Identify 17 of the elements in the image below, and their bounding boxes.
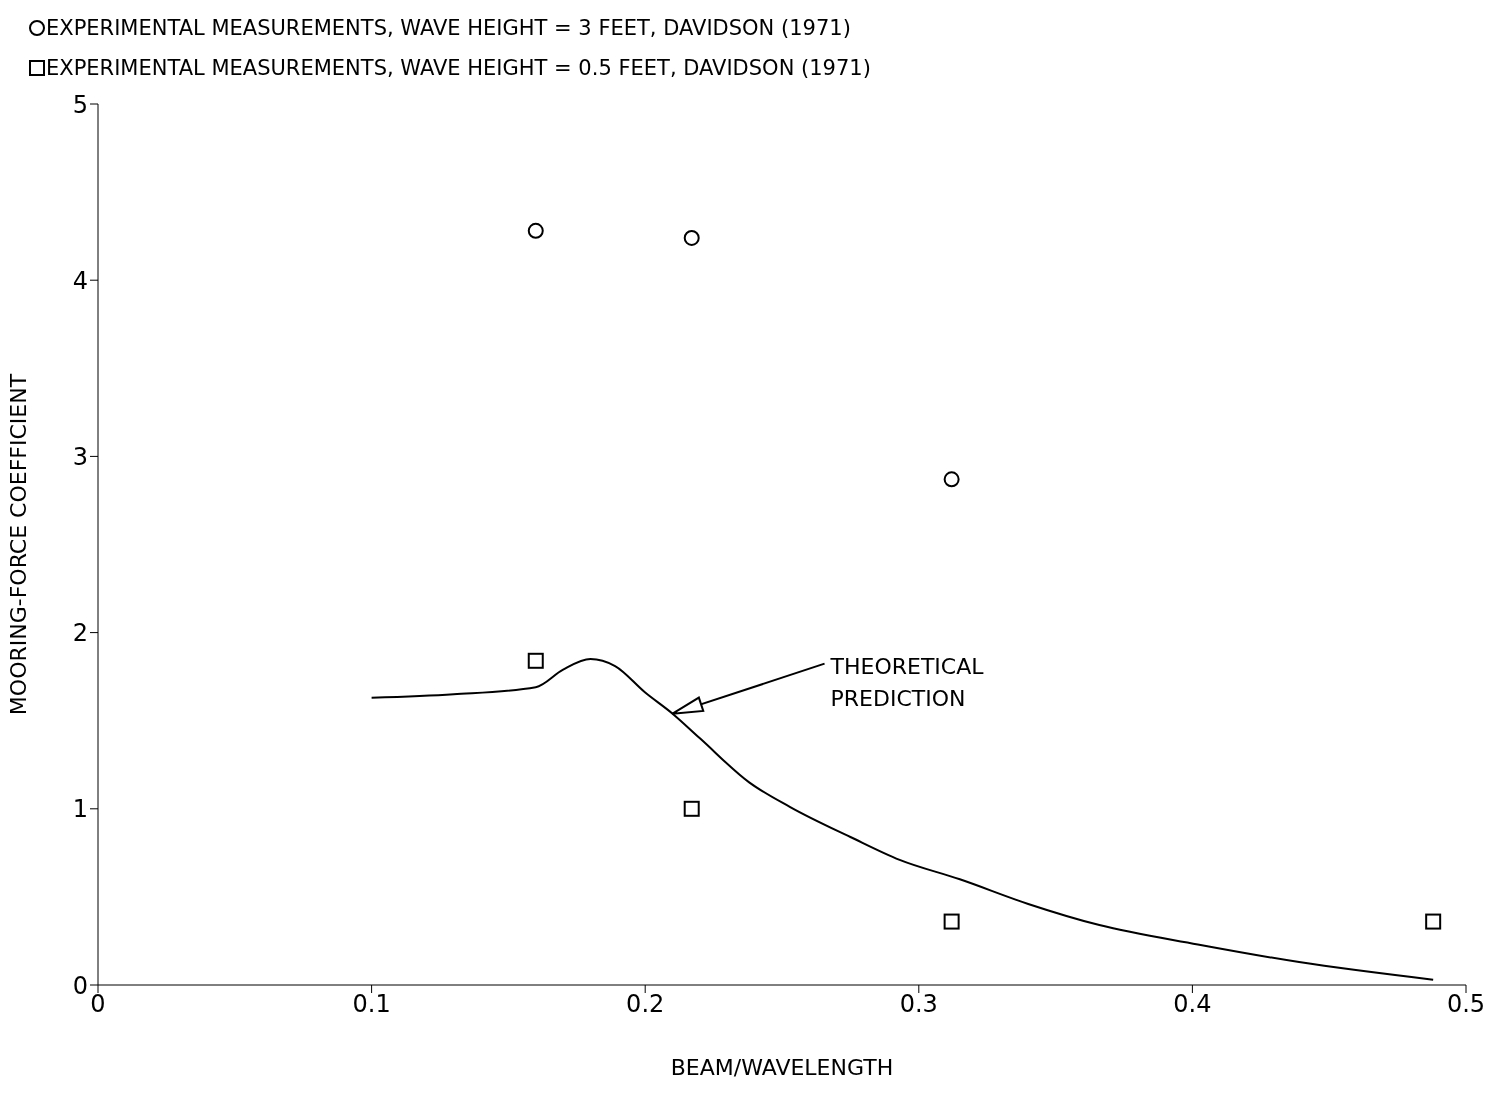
legend-label: EXPERIMENTAL MEASUREMENTS, WAVE HEIGHT = 3 FEET, DAVIDSON (1971) (46, 16, 851, 40)
x-tick-label: 0.1 (352, 990, 391, 1019)
y-tick-label: 5 (72, 90, 88, 119)
y-axis-title: MOORING-FORCE COEFFICIENT (5, 373, 31, 716)
y-tick-label: 0 (72, 971, 88, 1000)
x-tick-label: 0.5 (1446, 990, 1486, 1019)
legend-label: EXPERIMENTAL MEASUREMENTS, WAVE HEIGHT = 0.5 FEET, DAVIDSON (1971) (46, 56, 871, 80)
y-tick-label: 1 (72, 795, 88, 824)
x-tick-label: 0.3 (899, 990, 938, 1019)
annotation: THEORETICAL PREDICTION (829, 653, 985, 711)
y-tick-label: 3 (72, 442, 88, 471)
x-tick-label: 0.4 (1173, 990, 1212, 1019)
y-tick-label: 4 (72, 266, 88, 295)
x-axis-title: BEAM/WAVELENGTH (670, 1055, 894, 1080)
y-tick-label: 2 (72, 619, 88, 648)
x-tick-label: 0 (90, 990, 106, 1019)
x-tick-label: 0.2 (626, 990, 665, 1019)
